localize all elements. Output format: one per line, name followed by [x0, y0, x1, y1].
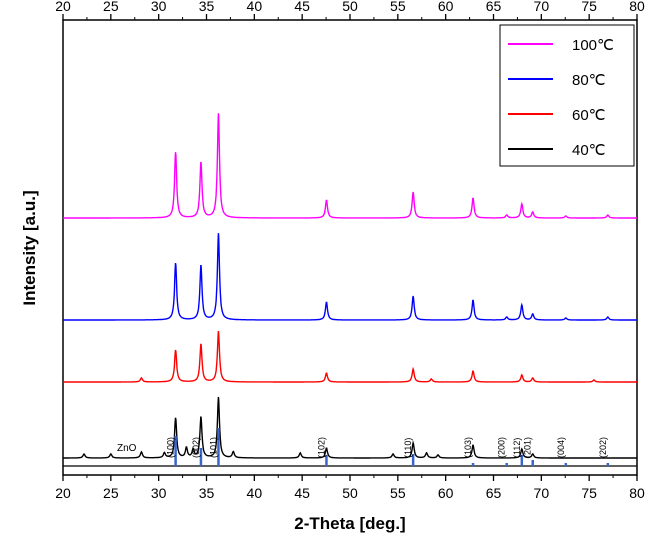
- x-tick-label-bottom: 30: [151, 485, 167, 501]
- x-tick-label-top: 50: [342, 0, 358, 14]
- x-tick-label-top: 75: [581, 0, 597, 14]
- legend-label: 60℃: [572, 107, 606, 124]
- x-tick-label-bottom: 55: [390, 485, 406, 501]
- hkl-label: (100): [166, 437, 176, 458]
- x-tick-label-bottom: 75: [581, 485, 597, 501]
- x-tick-label-bottom: 40: [247, 485, 263, 501]
- x-tick-label-top: 70: [534, 0, 550, 14]
- x-tick-label-bottom: 45: [294, 485, 310, 501]
- series-line-60℃: [63, 331, 637, 383]
- hkl-label: (202): [598, 437, 608, 458]
- x-tick-label-bottom: 20: [55, 485, 71, 501]
- x-tick-label-bottom: 50: [342, 485, 358, 501]
- x-tick-label-top: 25: [103, 0, 119, 14]
- hkl-label: (102): [316, 437, 326, 458]
- hkl-label: (002): [191, 437, 201, 458]
- y-axis-title: Intensity [a.u.]: [20, 190, 39, 305]
- hkl-label: (004): [556, 437, 566, 458]
- hkl-label: (101): [208, 437, 218, 458]
- x-tick-label-bottom: 25: [103, 485, 119, 501]
- x-tick-label-top: 80: [629, 0, 645, 14]
- legend-label: 40℃: [572, 142, 606, 159]
- series-line-100℃: [63, 113, 637, 219]
- reference-label: ZnO: [117, 443, 137, 454]
- x-tick-label-top: 30: [151, 0, 167, 14]
- x-tick-label-top: 35: [199, 0, 215, 14]
- series-line-40℃: [63, 396, 637, 459]
- x-tick-label-bottom: 65: [486, 485, 502, 501]
- legend: 100℃ 80℃ 60℃ 40℃: [499, 24, 635, 167]
- x-axis-title: 2-Theta [deg.]: [294, 514, 405, 533]
- hkl-label: (110): [403, 438, 413, 458]
- x-tick-label-top: 40: [247, 0, 263, 14]
- hkl-label: (103): [463, 437, 473, 458]
- x-tick-label-bottom: 70: [534, 485, 550, 501]
- hkl-label: (112): [512, 438, 522, 458]
- x-tick-label-top: 60: [438, 0, 454, 14]
- x-tick-label-top: 20: [55, 0, 71, 14]
- x-tick-label-top: 45: [294, 0, 310, 14]
- x-tick-label-top: 65: [486, 0, 502, 14]
- legend-label: 100℃: [572, 37, 614, 54]
- x-tick-label-bottom: 60: [438, 485, 454, 501]
- legend-label: 80℃: [572, 72, 606, 89]
- hkl-label: (200): [497, 437, 507, 458]
- series-line-80℃: [63, 233, 637, 321]
- x-tick-label-bottom: 80: [629, 485, 645, 501]
- hkl-label: (201): [523, 437, 533, 458]
- x-tick-label-bottom: 35: [199, 485, 215, 501]
- x-tick-label-top: 55: [390, 0, 406, 14]
